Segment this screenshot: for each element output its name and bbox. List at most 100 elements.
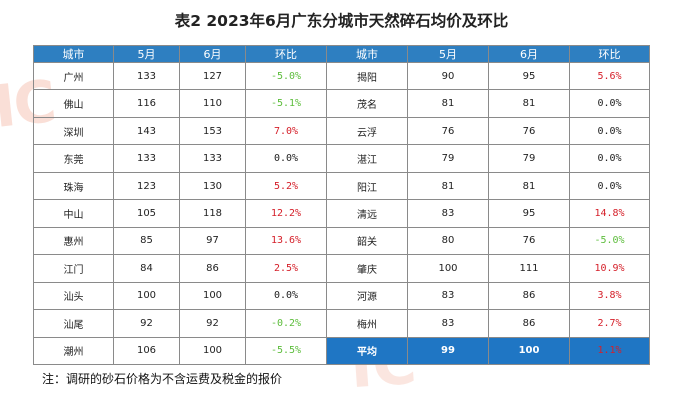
city-cell: 韶关 [326, 226, 408, 256]
change-cell: 5.2% [245, 171, 327, 201]
table-row: 汕头 100 100 0.0% 河源 83 86 3.8% [33, 281, 650, 311]
city-cell: 阳江 [326, 171, 408, 201]
change-cell: 0.0% [245, 281, 327, 311]
city-cell: 潮州 [33, 336, 114, 366]
price-cell: 100 [113, 281, 180, 311]
change-cell: -5.5% [245, 336, 327, 366]
table-row: 东莞 133 133 0.0% 湛江 79 79 0.0% [33, 144, 650, 173]
price-cell: 100 [179, 281, 246, 311]
price-cell: 118 [179, 199, 246, 228]
price-cell: 100 [179, 336, 246, 366]
city-cell: 佛山 [33, 89, 114, 118]
change-cell: 0.0% [569, 116, 650, 146]
city-cell: 清远 [326, 199, 408, 228]
price-cell: 79 [407, 144, 489, 173]
change-cell: 3.8% [569, 281, 650, 311]
price-cell: 86 [488, 281, 570, 311]
price-cell: 100 [488, 336, 570, 366]
footnote: 注：调研的砂石价格为不含运费及税金的报价 [42, 372, 283, 386]
table-row: 江门 84 86 2.5% 肇庆 100 111 10.9% [33, 254, 650, 283]
table-row: 深圳 143 153 7.0% 云浮 76 76 0.0% [33, 116, 650, 146]
change-cell: 10.9% [569, 254, 650, 283]
city-cell: 肇庆 [326, 254, 408, 283]
change-cell: 0.0% [569, 89, 650, 118]
price-cell: 143 [113, 116, 180, 146]
city-cell: 江门 [33, 254, 114, 283]
price-cell: 95 [488, 61, 570, 91]
city-cell: 梅州 [326, 309, 408, 338]
city-cell: 惠州 [33, 226, 114, 256]
change-cell: 13.6% [245, 226, 327, 256]
price-cell: 116 [113, 89, 180, 118]
change-cell: -5.1% [245, 89, 327, 118]
change-cell: 12.2% [245, 199, 327, 228]
table-header-row: 城市 5月 6月 环比 城市 5月 6月 环比 [33, 45, 650, 63]
price-cell: 105 [113, 199, 180, 228]
price-cell: 127 [179, 61, 246, 91]
price-cell: 76 [488, 226, 570, 256]
change-cell: 2.5% [245, 254, 327, 283]
price-cell: 81 [407, 89, 489, 118]
city-cell: 平均 [326, 336, 408, 366]
column-header: 环比 [569, 45, 650, 63]
column-header: 城市 [33, 45, 114, 63]
table-row: 潮州 106 100 -5.5% 平均 99 100 1.1% [33, 336, 650, 366]
price-cell: 123 [113, 171, 180, 201]
table-row: 佛山 116 110 -5.1% 茂名 81 81 0.0% [33, 89, 650, 118]
city-cell: 河源 [326, 281, 408, 311]
table-row: 广州 133 127 -5.0% 揭阳 90 95 5.6% [33, 61, 650, 91]
city-cell: 深圳 [33, 116, 114, 146]
price-cell: 83 [407, 281, 489, 311]
column-header: 5月 [113, 45, 180, 63]
change-cell: -5.0% [569, 226, 650, 256]
price-cell: 81 [407, 171, 489, 201]
price-cell: 83 [407, 309, 489, 338]
price-cell: 153 [179, 116, 246, 146]
price-cell: 83 [407, 199, 489, 228]
price-cell: 86 [488, 309, 570, 338]
city-cell: 珠海 [33, 171, 114, 201]
table-row: 惠州 85 97 13.6% 韶关 80 76 -5.0% [33, 226, 650, 256]
city-cell: 湛江 [326, 144, 408, 173]
table-row: 中山 105 118 12.2% 清远 83 95 14.8% [33, 199, 650, 228]
price-cell: 97 [179, 226, 246, 256]
price-cell: 85 [113, 226, 180, 256]
change-cell: 0.0% [245, 144, 327, 173]
price-cell: 95 [488, 199, 570, 228]
price-cell: 90 [407, 61, 489, 91]
column-header: 城市 [326, 45, 408, 63]
table-row: 汕尾 92 92 -0.2% 梅州 83 86 2.7% [33, 309, 650, 338]
price-cell: 100 [407, 254, 489, 283]
column-header: 5月 [407, 45, 489, 63]
price-cell: 92 [113, 309, 180, 338]
change-cell: 7.0% [245, 116, 327, 146]
price-cell: 76 [407, 116, 489, 146]
price-cell: 99 [407, 336, 489, 366]
price-cell: 81 [488, 171, 570, 201]
price-cell: 106 [113, 336, 180, 366]
change-cell: 14.8% [569, 199, 650, 228]
change-cell: 1.1% [569, 336, 650, 366]
city-cell: 云浮 [326, 116, 408, 146]
city-cell: 东莞 [33, 144, 114, 173]
price-cell: 133 [113, 61, 180, 91]
city-cell: 揭阳 [326, 61, 408, 91]
price-cell: 84 [113, 254, 180, 283]
change-cell: 2.7% [569, 309, 650, 338]
city-cell: 茂名 [326, 89, 408, 118]
price-cell: 81 [488, 89, 570, 118]
price-table: 城市 5月 6月 环比 城市 5月 6月 环比 广州 133 127 -5.0% 揭阳 90 95 5.6%… [33, 45, 650, 366]
price-cell: 110 [179, 89, 246, 118]
change-cell: 0.0% [569, 144, 650, 173]
price-cell: 76 [488, 116, 570, 146]
price-cell: 133 [113, 144, 180, 173]
price-cell: 92 [179, 309, 246, 338]
change-cell: -0.2% [245, 309, 327, 338]
change-cell: 5.6% [569, 61, 650, 91]
price-cell: 130 [179, 171, 246, 201]
city-cell: 汕头 [33, 281, 114, 311]
city-cell: 广州 [33, 61, 114, 91]
column-header: 6月 [179, 45, 246, 63]
price-cell: 111 [488, 254, 570, 283]
change-cell: 0.0% [569, 171, 650, 201]
